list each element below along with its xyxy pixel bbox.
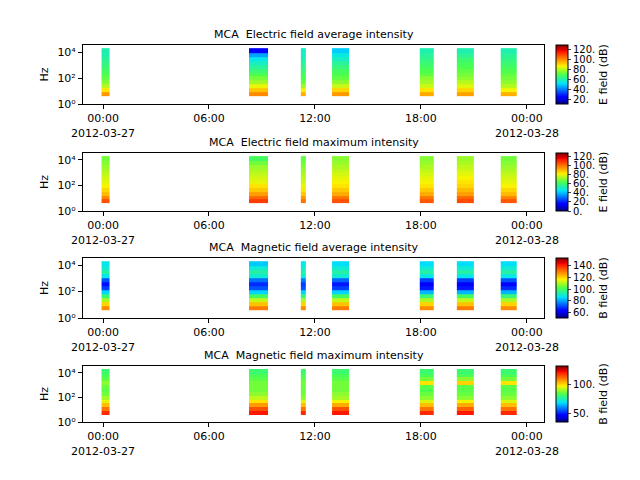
svg-text:100.: 100. [573,160,595,171]
svg-text:50.: 50. [573,408,589,419]
svg-text:10²: 10² [57,72,75,85]
svg-text:MCA Electric field maximum in: MCA Electric field maximum intensity [209,136,419,149]
svg-text:06:00: 06:00 [193,112,225,125]
svg-text:140.: 140. [573,260,595,271]
svg-text:00:002012-03-27: 00:002012-03-27 [71,430,135,457]
svg-text:120.: 120. [573,44,595,55]
svg-text:60.: 60. [573,307,589,318]
svg-text:Hz: Hz [38,387,51,401]
svg-text:18:00: 18:00 [405,326,437,339]
svg-text:60.: 60. [573,74,589,85]
svg-text:12:00: 12:00 [299,326,331,339]
svg-text:10⁰: 10⁰ [57,98,76,111]
svg-text:E field (dB): E field (dB) [597,152,610,213]
svg-text:80.: 80. [573,295,589,306]
svg-text:00:002012-03-28: 00:002012-03-28 [495,219,559,246]
svg-text:40.: 40. [573,84,589,95]
svg-text:10²: 10² [57,285,75,298]
svg-text:Hz: Hz [38,67,51,81]
svg-text:18:00: 18:00 [405,430,437,443]
svg-text:18:00: 18:00 [405,219,437,232]
svg-text:06:00: 06:00 [193,219,225,232]
svg-text:20.: 20. [573,94,589,105]
svg-text:00:002012-03-28: 00:002012-03-28 [495,112,559,139]
svg-text:10⁰: 10⁰ [57,416,76,429]
svg-text:E field (dB): E field (dB) [597,44,610,105]
svg-text:12:00: 12:00 [299,430,331,443]
svg-text:MCA Magnetic field maximum in: MCA Magnetic field maximum intensity [204,349,424,362]
svg-text:B field (dB): B field (dB) [597,363,610,424]
svg-text:00:002012-03-28: 00:002012-03-28 [495,430,559,457]
svg-text:00:002012-03-27: 00:002012-03-27 [71,326,135,353]
svg-text:00:002012-03-27: 00:002012-03-27 [71,219,135,246]
svg-text:10²: 10² [57,179,75,192]
svg-text:06:00: 06:00 [193,430,225,443]
svg-text:00:002012-03-27: 00:002012-03-27 [71,112,135,139]
svg-text:100.: 100. [573,379,595,390]
svg-text:20.: 20. [573,196,589,207]
svg-text:10⁰: 10⁰ [57,205,76,218]
svg-text:100.: 100. [573,54,595,65]
svg-text:0.: 0. [573,206,583,217]
svg-text:60.: 60. [573,178,589,189]
svg-text:80.: 80. [573,169,589,180]
svg-text:10⁴: 10⁴ [57,46,76,59]
svg-text:100.: 100. [573,284,595,295]
svg-text:12:00: 12:00 [299,219,331,232]
svg-text:12:00: 12:00 [299,112,331,125]
svg-text:120.: 120. [573,272,595,283]
svg-text:MCA Magnetic field average in: MCA Magnetic field average intensity [209,241,418,254]
svg-text:18:00: 18:00 [405,112,437,125]
svg-text:80.: 80. [573,64,589,75]
svg-text:B field (dB): B field (dB) [597,257,610,318]
svg-text:10²: 10² [57,391,75,404]
svg-text:00:002012-03-28: 00:002012-03-28 [495,326,559,353]
svg-text:MCA Electric field average in: MCA Electric field average intensity [214,28,414,41]
svg-text:Hz: Hz [38,281,51,295]
svg-text:120.: 120. [573,151,595,162]
svg-text:10⁴: 10⁴ [57,154,76,167]
svg-text:10⁴: 10⁴ [57,367,76,380]
svg-text:Hz: Hz [38,175,51,189]
svg-text:06:00: 06:00 [193,326,225,339]
svg-text:40.: 40. [573,187,589,198]
svg-text:10⁰: 10⁰ [57,312,76,325]
svg-text:10⁴: 10⁴ [57,259,76,272]
